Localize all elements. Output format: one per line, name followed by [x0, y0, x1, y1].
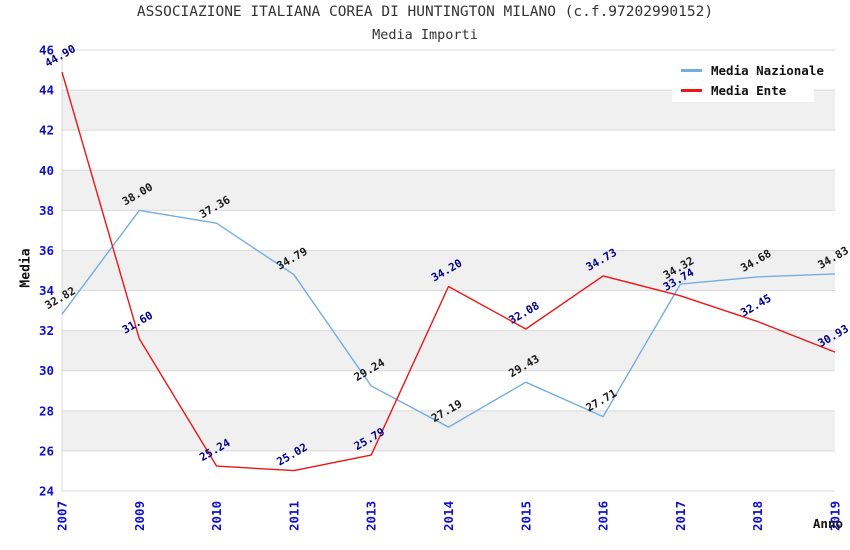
y-tick-label: 32	[39, 323, 54, 338]
y-tick-label: 30	[39, 363, 54, 378]
legend: Media Nazionale Media Ente	[672, 55, 824, 102]
x-tick-label: 2015	[518, 501, 533, 531]
y-tick-label: 24	[39, 484, 54, 499]
x-tick-label: 2019	[828, 501, 843, 531]
x-tick-label: 2013	[364, 501, 379, 531]
grid-band	[62, 170, 835, 211]
y-tick-label: 28	[39, 403, 54, 418]
legend-label-ente: Media Ente	[711, 82, 787, 98]
y-tick-label: 44	[39, 83, 54, 98]
grid-band	[62, 410, 835, 451]
nazionale-line-swatch-icon	[681, 68, 702, 72]
y-tick-label: 26	[39, 443, 54, 458]
series-line-media-ente	[61, 71, 836, 472]
y-tick-label: 38	[39, 203, 54, 218]
y-tick-label: 36	[39, 243, 54, 258]
x-tick-label: 2018	[750, 501, 765, 531]
ente-line-swatch-icon	[681, 88, 702, 92]
x-tick-label: 2007	[55, 501, 70, 531]
y-tick-label: 42	[39, 123, 54, 138]
x-tick-label: 2017	[673, 501, 688, 531]
legend-row-ente: Media Ente	[672, 80, 814, 100]
legend-label-nazionale: Media Nazionale	[711, 62, 824, 78]
x-tick-label: 2010	[209, 501, 224, 531]
y-tick-label: 46	[39, 43, 54, 58]
x-tick-label: 2011	[286, 501, 301, 531]
data-label: 27.71	[584, 386, 620, 414]
grid-band	[62, 250, 835, 291]
grid-band	[62, 330, 835, 371]
data-label: 32.08	[506, 299, 541, 327]
y-tick-label: 40	[39, 163, 54, 178]
chart-subtitle: Media Importi	[372, 27, 478, 43]
y-axis-title: Media	[18, 248, 34, 288]
x-tick-label: 2016	[596, 501, 611, 531]
chart-title: ASSOCIAZIONE ITALIANA COREA DI HUNTINGTO…	[136, 4, 714, 20]
x-tick-label: 2014	[441, 501, 456, 531]
series-line-media-nazionale	[61, 209, 836, 428]
y-tick-label: 34	[39, 283, 54, 298]
x-tick-label: 2009	[132, 501, 147, 531]
x-axis-title: Anno	[812, 516, 843, 531]
legend-row-nazionale: Media Nazionale	[672, 60, 824, 80]
data-label: 32.45	[738, 292, 773, 320]
